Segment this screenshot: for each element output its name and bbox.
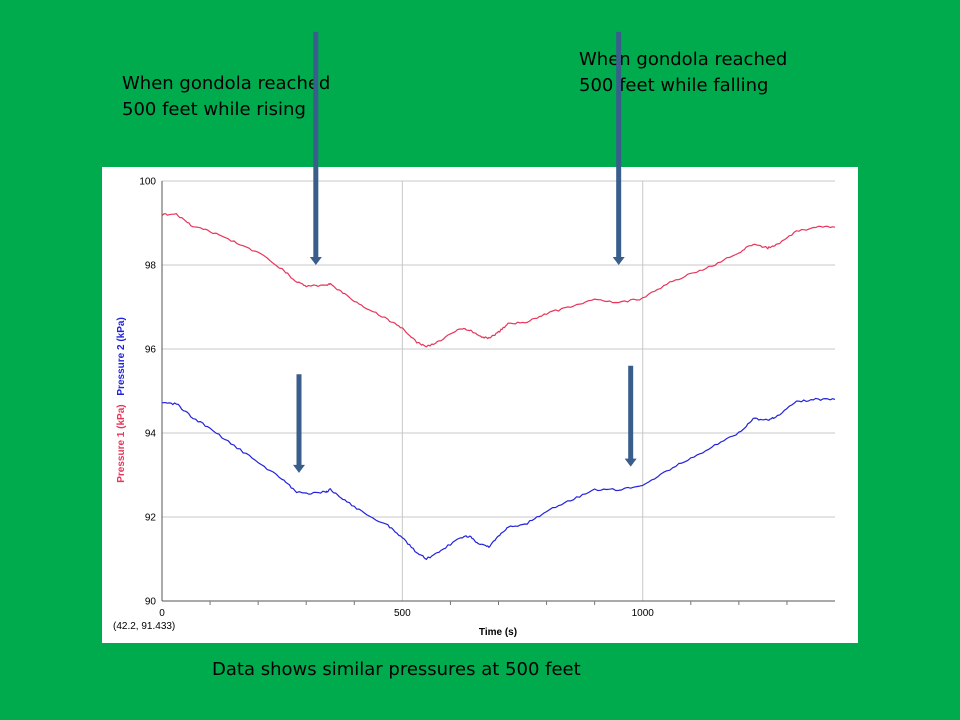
y-axis-title: Pressure 1 (kPa) Pressure 2 (kPa) [116, 317, 127, 483]
cursor-readout: (42.2, 91.433) [113, 621, 175, 632]
arrow-layer [293, 31, 637, 473]
y-axis-title-pressure-2: Pressure 2 (kPa) [116, 317, 127, 395]
x-tick-label: 500 [394, 608, 411, 619]
y-tick-label: 92 [145, 513, 157, 524]
y-tick-label: 100 [139, 177, 156, 188]
y-tick-label: 98 [145, 261, 157, 272]
x-axis-title: Time (s) [479, 627, 517, 638]
annotation-rising-line-1: When gondola reached [122, 73, 331, 94]
arrow-head [624, 458, 637, 467]
annotation-falling-line-2: 500 feet while falling [579, 75, 769, 96]
y-tick-label: 94 [145, 429, 157, 440]
arrow-head [612, 257, 625, 265]
x-tick-label: 0 [159, 608, 165, 619]
y-axis-title-pressure-1: Pressure 1 (kPa) [116, 404, 127, 482]
annotation-falling-line-1: When gondola reached [579, 49, 788, 70]
series-layer [161, 213, 836, 561]
annotation-falling: When gondola reached 500 feet while fall… [579, 47, 787, 99]
arrow-head [293, 464, 306, 473]
series-line-pressure-1 [161, 213, 836, 348]
grid-layer [161, 180, 835, 602]
footer-caption: Data shows similar pressures at 500 feet [212, 659, 581, 680]
annotation-rising: When gondola reached 500 feet while risi… [122, 71, 330, 123]
y-tick-label: 96 [145, 345, 157, 356]
annotation-rising-line-2: 500 feet while rising [122, 99, 306, 120]
series-line-pressure-2 [162, 397, 836, 561]
x-tick-label: 1000 [632, 608, 655, 619]
y-tick-label: 90 [145, 597, 157, 608]
chart-panel [102, 167, 858, 643]
arrow-head [309, 257, 322, 265]
